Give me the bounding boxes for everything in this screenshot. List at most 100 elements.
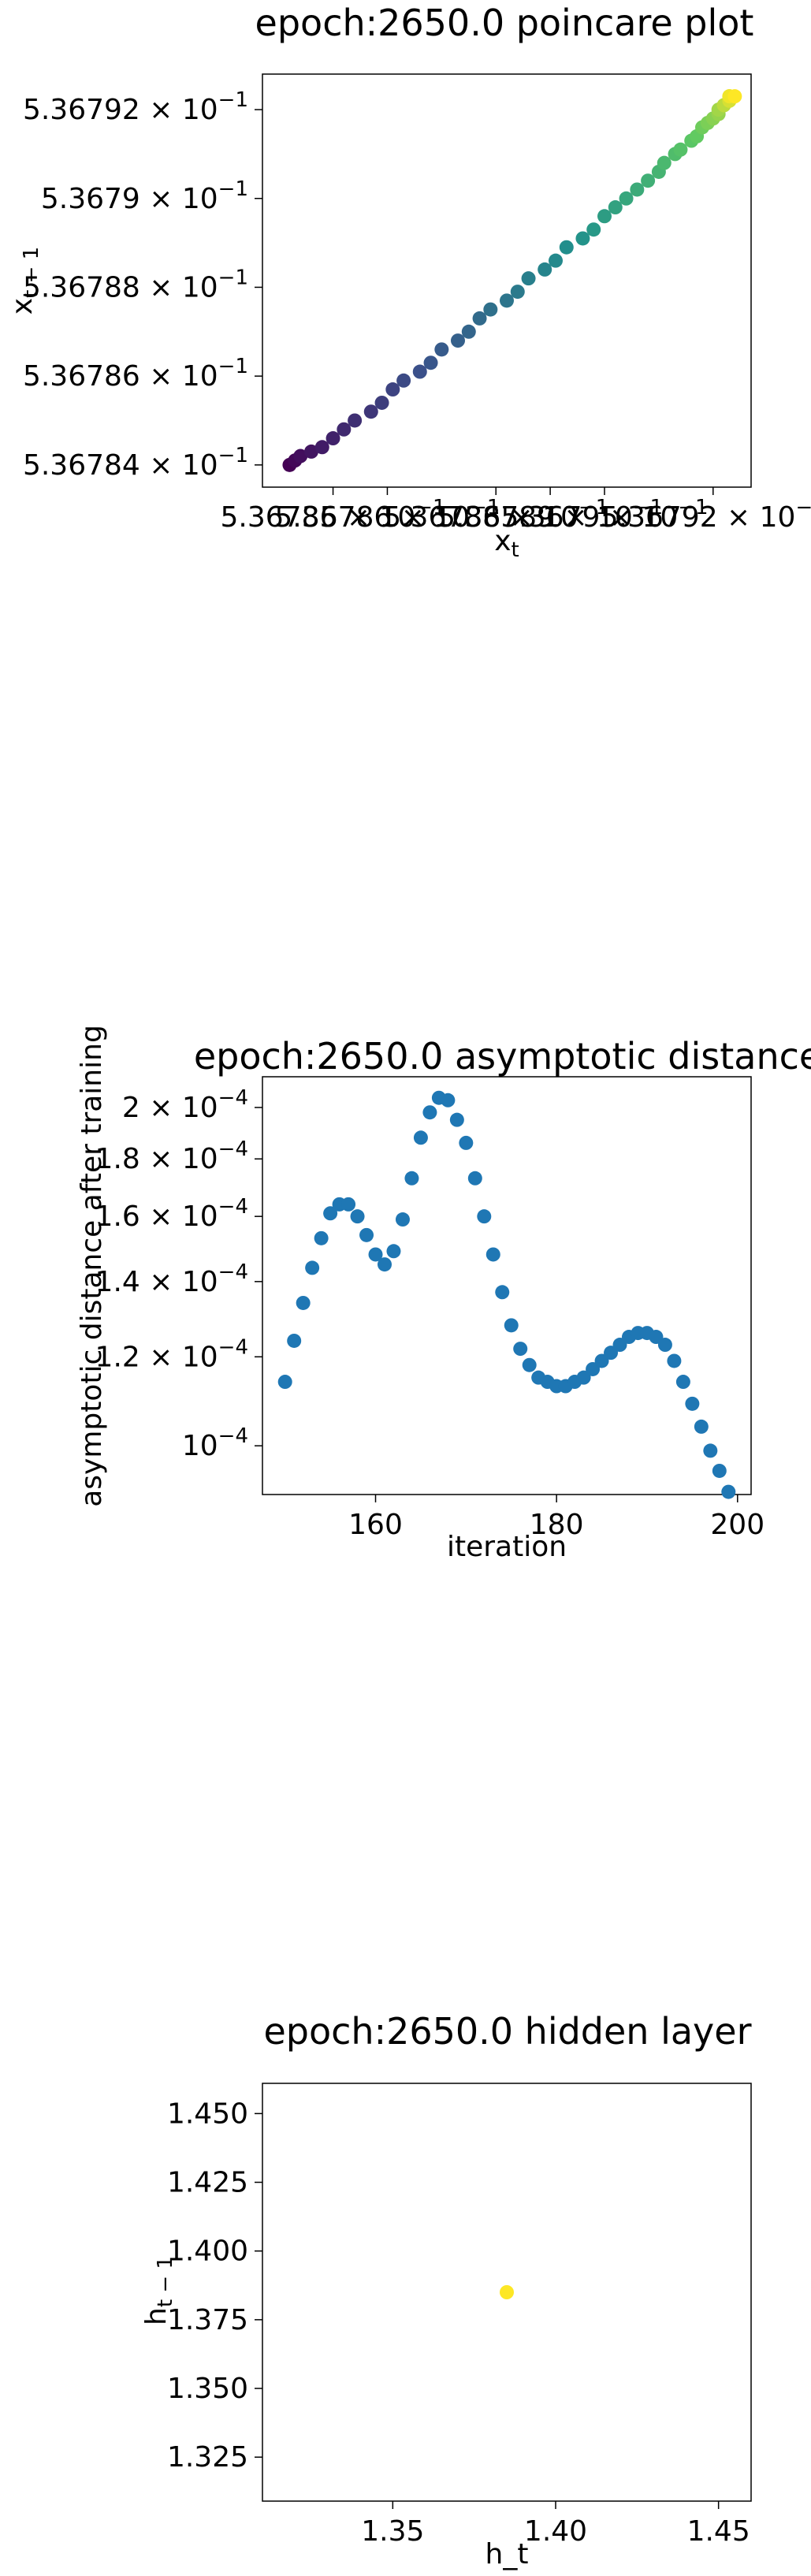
hidden-point bbox=[500, 2285, 514, 2299]
asymptotic-y-tick-label: 1.8 × 10−4 bbox=[95, 1137, 248, 1175]
asymptotic-point bbox=[685, 1396, 700, 1411]
asymptotic-point bbox=[277, 1375, 292, 1390]
asymptotic-point bbox=[485, 1247, 500, 1262]
poincare-point bbox=[304, 444, 319, 459]
poincare-point bbox=[521, 271, 536, 286]
poincare-x-tick-label: 5.36788 × 10−1 bbox=[383, 496, 608, 534]
asymptotic-distance-frame bbox=[262, 1076, 752, 1495]
hidden-layer-frame bbox=[262, 2083, 752, 2502]
asymptotic-point bbox=[594, 1353, 609, 1368]
asymptotic-point bbox=[467, 1171, 482, 1186]
poincare-y-tick-label: 5.36784 × 10−1 bbox=[23, 444, 248, 482]
asymptotic-point bbox=[378, 1257, 392, 1272]
poincare-y-tick-label: 5.3679 × 10−1 bbox=[41, 177, 248, 215]
poincare-point bbox=[472, 311, 487, 326]
asymptotic-y-ticks: 10−4 1.2 × 10−4 1.4 × 10−4 1.6 × 10−4 1.8 × … bbox=[95, 1086, 262, 1462]
asymptotic-point bbox=[386, 1244, 401, 1259]
asymptotic-point bbox=[287, 1333, 302, 1348]
poincare-point bbox=[348, 413, 363, 428]
asymptotic-point bbox=[441, 1093, 456, 1107]
asymptotic-point bbox=[404, 1171, 419, 1186]
hidden-y-tick-label: 1.325 bbox=[167, 2441, 248, 2474]
poincare-point bbox=[586, 222, 601, 237]
hidden-points bbox=[500, 2285, 514, 2299]
hidden-y-tick-label: 1.425 bbox=[167, 2167, 248, 2199]
poincare-point bbox=[396, 373, 411, 388]
hidden-layer-chart: epoch:2650.0 hidden layer 1.35 1.40 1.45 1… bbox=[140, 2010, 752, 2570]
asymptotic-point bbox=[422, 1105, 437, 1120]
hidden-y-tick-label: 1.400 bbox=[167, 2235, 248, 2268]
poincare-y-tick-label: 5.36786 × 10−1 bbox=[23, 355, 248, 393]
asymptotic-point bbox=[459, 1135, 474, 1150]
asymptotic-y-tick-label: 1.4 × 10−4 bbox=[95, 1260, 248, 1298]
asymptotic-point bbox=[675, 1375, 690, 1390]
hidden-y-axis-label: ht − 1 bbox=[140, 2256, 177, 2325]
asymptotic-point bbox=[513, 1342, 528, 1357]
hidden-y-tick-label: 1.350 bbox=[167, 2373, 248, 2405]
poincare-point bbox=[412, 364, 427, 379]
asymptotic-point bbox=[359, 1227, 374, 1242]
asymptotic-point bbox=[449, 1112, 464, 1127]
hidden-y-tick-label: 1.375 bbox=[167, 2304, 248, 2336]
hidden-x-tick-label: 1.45 bbox=[687, 2515, 750, 2548]
hidden-x-ticks: 1.35 1.40 1.45 bbox=[361, 2501, 750, 2548]
asymptotic-point bbox=[413, 1130, 428, 1145]
asymptotic-point bbox=[495, 1285, 510, 1300]
poincare-point bbox=[500, 293, 515, 308]
poincare-plot-title: epoch:2650.0 poincare plot bbox=[255, 2, 754, 44]
poincare-point bbox=[510, 285, 525, 300]
asymptotic-point bbox=[576, 1370, 591, 1385]
asymptotic-point bbox=[296, 1295, 311, 1310]
poincare-x-tick-label: 5.36789 × 10−1 bbox=[437, 496, 663, 534]
hidden-y-tick-label: 1.450 bbox=[167, 2098, 248, 2130]
poincare-x-tick-label: 5.36792 × 10−1 bbox=[601, 496, 811, 534]
poincare-point bbox=[619, 191, 634, 206]
poincare-point bbox=[434, 342, 449, 357]
hidden-x-tick-label: 1.35 bbox=[361, 2515, 424, 2548]
poincare-point bbox=[608, 200, 623, 215]
poincare-point bbox=[575, 231, 590, 246]
asymptotic-point bbox=[504, 1318, 519, 1333]
poincare-point bbox=[451, 333, 466, 348]
poincare-point bbox=[326, 431, 340, 446]
poincare-point bbox=[559, 240, 574, 255]
asymptotic-point bbox=[323, 1206, 338, 1221]
poincare-point bbox=[293, 449, 308, 463]
asymptotic-point bbox=[721, 1484, 736, 1499]
poincare-y-ticks: 5.36784 × 10−1 5.36786 × 10−1 5.36788 × 10… bbox=[23, 88, 262, 482]
asymptotic-y-axis-label: asymptotic distance after training bbox=[76, 1025, 108, 1507]
poincare-point bbox=[423, 356, 438, 370]
asymptotic-point bbox=[305, 1260, 320, 1275]
asymptotic-point bbox=[395, 1212, 410, 1227]
poincare-point bbox=[385, 382, 400, 397]
asymptotic-y-tick-label: 10−4 bbox=[182, 1424, 248, 1462]
poincare-point bbox=[538, 262, 552, 277]
poincare-point bbox=[337, 422, 352, 437]
poincare-point bbox=[461, 324, 476, 339]
asymptotic-points bbox=[277, 1090, 736, 1499]
poincare-plot-chart: epoch:2650.0 poincare plot 5.36785 × 10−… bbox=[6, 2, 811, 562]
poincare-point bbox=[363, 404, 378, 419]
poincare-x-ticks: 5.36785 × 10−15.36786 × 10−15.36788 × 10… bbox=[221, 487, 811, 534]
hidden-x-tick-label: 1.40 bbox=[524, 2515, 587, 2548]
poincare-point bbox=[483, 302, 498, 317]
poincare-point bbox=[549, 253, 564, 268]
asymptotic-x-ticks: 160 180 200 bbox=[348, 1495, 764, 1541]
poincare-point bbox=[673, 142, 688, 157]
asymptotic-x-tick-label: 180 bbox=[530, 1509, 584, 1541]
poincare-plot-frame bbox=[262, 73, 752, 488]
poincare-point bbox=[314, 440, 329, 455]
poincare-y-axis-label: xt − 1 bbox=[6, 247, 43, 315]
asymptotic-point bbox=[712, 1463, 727, 1478]
poincare-x-tick-label: 5.36785 × 10−1 bbox=[221, 496, 446, 534]
hidden-layer-title: epoch:2650.0 hidden layer bbox=[264, 2010, 752, 2053]
poincare-point bbox=[727, 89, 742, 104]
poincare-y-tick-label: 5.36788 × 10−1 bbox=[23, 266, 248, 303]
asymptotic-x-tick-label: 200 bbox=[710, 1509, 764, 1541]
asymptotic-point bbox=[694, 1419, 709, 1434]
hidden-y-ticks: 1.325 1.350 1.375 1.400 1.425 1.450 bbox=[167, 2098, 262, 2474]
asymptotic-point bbox=[341, 1197, 356, 1212]
poincare-y-tick-label: 5.36792 × 10−1 bbox=[23, 88, 248, 126]
asymptotic-y-tick-label: 1.2 × 10−4 bbox=[95, 1335, 248, 1373]
